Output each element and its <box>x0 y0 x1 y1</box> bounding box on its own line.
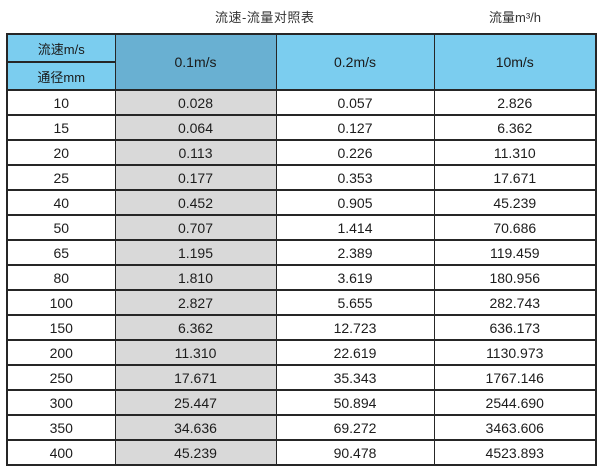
flow-cell-0-2: 3.619 <box>275 264 435 291</box>
flow-cell-0-1: 17.671 <box>114 364 277 391</box>
diameter-cell: 40 <box>6 189 116 216</box>
flow-rate-table: 流速m/s 0.1m/s 0.2m/s 10m/s 通径mm 10 0.028 … <box>6 33 597 466</box>
table-row: 80 1.810 3.619 180.956 <box>6 264 597 291</box>
corner-velocity-label: 流速m/s <box>6 33 116 63</box>
table-row: 50 0.707 1.414 70.686 <box>6 214 597 241</box>
table-row: 25 0.177 0.353 17.671 <box>6 164 597 191</box>
flow-cell-0-2: 22.619 <box>275 339 435 366</box>
flow-cell-10: 4523.893 <box>433 439 597 466</box>
table-row: 250 17.671 35.343 1767.146 <box>6 364 597 391</box>
diameter-cell: 25 <box>6 164 116 191</box>
flow-cell-0-1: 34.636 <box>114 414 277 441</box>
header-col-10ms: 10m/s <box>433 33 597 91</box>
flow-cell-0-2: 0.905 <box>275 189 435 216</box>
flow-cell-0-1: 0.028 <box>114 89 277 116</box>
header-row-diameter: 通径mm <box>6 61 596 91</box>
flow-cell-10: 282.743 <box>433 289 597 316</box>
flow-cell-0-1: 25.447 <box>114 389 277 416</box>
header-col-0-1ms: 0.1m/s <box>114 33 277 91</box>
flow-cell-0-1: 1.195 <box>114 239 277 266</box>
flow-unit-label: 流量m³/h <box>489 10 542 25</box>
flow-cell-0-2: 0.057 <box>275 89 435 116</box>
flow-cell-0-1: 1.810 <box>114 264 277 291</box>
table-header: 流速m/s 0.1m/s 0.2m/s 10m/s 通径mm <box>6 33 597 91</box>
flow-cell-10: 1767.146 <box>433 364 597 391</box>
table-row: 350 34.636 69.272 3463.606 <box>6 414 597 441</box>
table-row: 400 45.239 90.478 4523.893 <box>6 439 597 466</box>
diameter-cell: 350 <box>6 414 116 441</box>
flow-cell-10: 636.173 <box>433 314 597 341</box>
table-row: 65 1.195 2.389 119.459 <box>6 239 597 266</box>
table-row: 150 6.362 12.723 636.173 <box>6 314 597 341</box>
flow-cell-10: 180.956 <box>433 264 597 291</box>
flow-cell-0-2: 12.723 <box>275 314 435 341</box>
flow-cell-0-1: 6.362 <box>114 314 277 341</box>
header-row-velocity: 流速m/s 0.1m/s 0.2m/s 10m/s <box>6 33 597 91</box>
header-col-0-2ms: 0.2m/s <box>275 33 435 91</box>
diameter-cell: 300 <box>6 389 116 416</box>
flow-cell-10: 3463.606 <box>433 414 597 441</box>
flow-cell-0-1: 0.113 <box>114 139 277 166</box>
flow-cell-0-1: 0.452 <box>114 189 277 216</box>
flow-cell-10: 6.362 <box>433 114 597 141</box>
table-row: 300 25.447 50.894 2544.690 <box>6 389 597 416</box>
diameter-cell: 50 <box>6 214 116 241</box>
flow-cell-0-1: 0.177 <box>114 164 277 191</box>
table-row: 40 0.452 0.905 45.239 <box>6 189 597 216</box>
flow-cell-10: 45.239 <box>433 189 597 216</box>
flow-cell-10: 119.459 <box>433 239 597 266</box>
flow-cell-0-1: 0.064 <box>114 114 277 141</box>
flow-cell-0-1: 45.239 <box>114 439 277 466</box>
diameter-cell: 80 <box>6 264 116 291</box>
flow-cell-0-2: 0.353 <box>275 164 435 191</box>
flow-cell-10: 11.310 <box>433 139 597 166</box>
diameter-cell: 20 <box>6 139 116 166</box>
diameter-cell: 65 <box>6 239 116 266</box>
diameter-cell: 400 <box>6 439 116 466</box>
flow-cell-0-2: 1.414 <box>275 214 435 241</box>
flow-cell-0-2: 2.389 <box>275 239 435 266</box>
table-row: 20 0.113 0.226 11.310 <box>6 139 597 166</box>
flow-cell-0-2: 5.655 <box>275 289 435 316</box>
flow-cell-10: 17.671 <box>433 164 597 191</box>
table-title: 流速-流量对照表 <box>215 10 315 25</box>
table-body: 10 0.028 0.057 2.826 15 0.064 0.127 6.36… <box>6 89 597 466</box>
flow-cell-10: 70.686 <box>433 214 597 241</box>
table-row: 200 11.310 22.619 1130.973 <box>6 339 597 366</box>
flow-cell-0-1: 0.707 <box>114 214 277 241</box>
diameter-cell: 15 <box>6 114 116 141</box>
diameter-cell: 100 <box>6 289 116 316</box>
flow-cell-0-2: 0.127 <box>275 114 435 141</box>
flow-cell-0-2: 69.272 <box>275 414 435 441</box>
corner-diameter-label: 通径mm <box>6 61 116 91</box>
caption-row: 流速-流量对照表 流量m³/h <box>0 0 600 33</box>
diameter-cell: 200 <box>6 339 116 366</box>
flow-cell-10: 2544.690 <box>433 389 597 416</box>
flow-cell-0-1: 11.310 <box>114 339 277 366</box>
table-row: 100 2.827 5.655 282.743 <box>6 289 597 316</box>
flow-cell-10: 2.826 <box>433 89 597 116</box>
flow-cell-0-1: 2.827 <box>114 289 277 316</box>
table-row: 15 0.064 0.127 6.362 <box>6 114 597 141</box>
flow-cell-0-2: 35.343 <box>275 364 435 391</box>
flow-cell-10: 1130.973 <box>433 339 597 366</box>
table-row: 10 0.028 0.057 2.826 <box>6 89 597 116</box>
diameter-cell: 10 <box>6 89 116 116</box>
diameter-cell: 250 <box>6 364 116 391</box>
flow-cell-0-2: 90.478 <box>275 439 435 466</box>
diameter-cell: 150 <box>6 314 116 341</box>
flow-cell-0-2: 0.226 <box>275 139 435 166</box>
flow-cell-0-2: 50.894 <box>275 389 435 416</box>
